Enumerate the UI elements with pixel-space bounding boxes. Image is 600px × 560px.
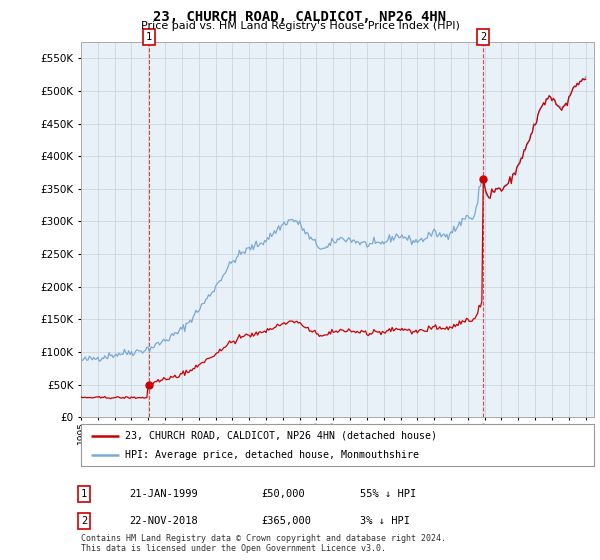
Text: 1: 1 — [146, 32, 152, 42]
Text: 3% ↓ HPI: 3% ↓ HPI — [360, 516, 410, 526]
Text: 2: 2 — [81, 516, 87, 526]
Text: HPI: Average price, detached house, Monmouthshire: HPI: Average price, detached house, Monm… — [125, 450, 419, 460]
Text: 22-NOV-2018: 22-NOV-2018 — [129, 516, 198, 526]
Text: £365,000: £365,000 — [261, 516, 311, 526]
Text: 55% ↓ HPI: 55% ↓ HPI — [360, 489, 416, 499]
Text: £50,000: £50,000 — [261, 489, 305, 499]
Text: 23, CHURCH ROAD, CALDICOT, NP26 4HN: 23, CHURCH ROAD, CALDICOT, NP26 4HN — [154, 10, 446, 24]
Text: 1: 1 — [81, 489, 87, 499]
Text: Contains HM Land Registry data © Crown copyright and database right 2024.
This d: Contains HM Land Registry data © Crown c… — [81, 534, 446, 553]
Text: 21-JAN-1999: 21-JAN-1999 — [129, 489, 198, 499]
Text: Price paid vs. HM Land Registry's House Price Index (HPI): Price paid vs. HM Land Registry's House … — [140, 21, 460, 31]
Text: 2: 2 — [480, 32, 486, 42]
Text: 23, CHURCH ROAD, CALDICOT, NP26 4HN (detached house): 23, CHURCH ROAD, CALDICOT, NP26 4HN (det… — [125, 431, 437, 441]
